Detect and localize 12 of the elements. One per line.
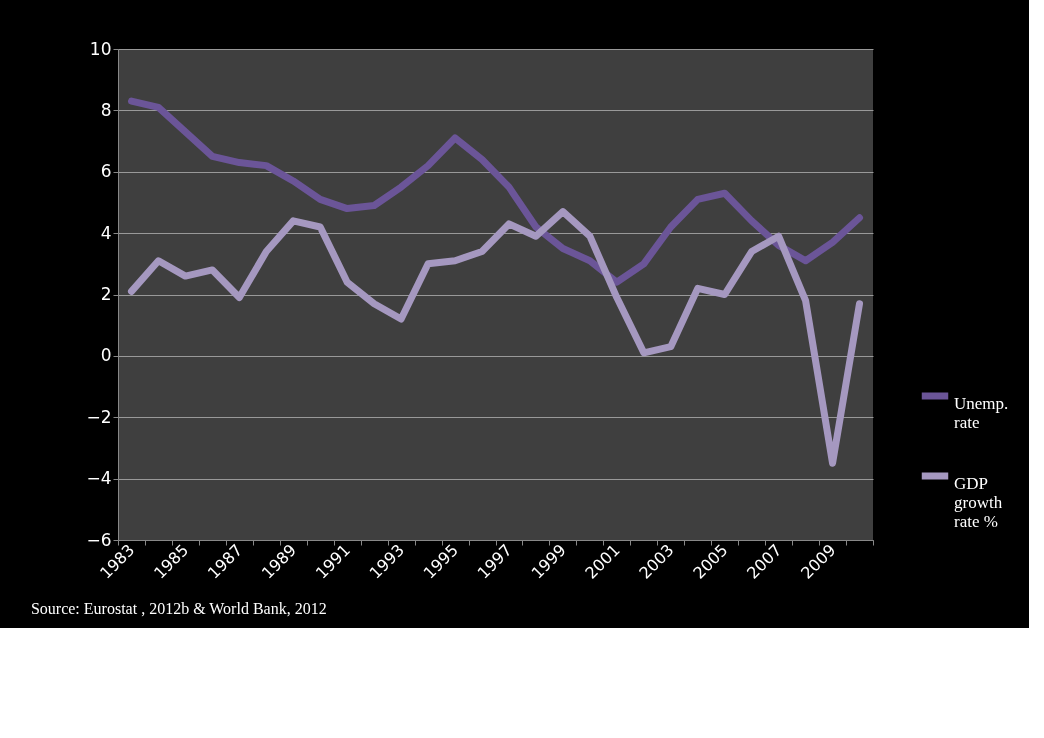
y-tick-label: 2 (100, 284, 112, 304)
y-tick-label: 4 (100, 222, 112, 243)
y-tick-label: 8 (100, 99, 112, 120)
y-tick-label: 6 (100, 161, 112, 182)
source-note: Source: Eurostat , 2012b & World Bank, 2012 (30, 600, 327, 618)
y-tick-label: −4 (86, 468, 112, 489)
y-tick-label: 0 (100, 345, 112, 366)
y-tick-label: 10 (89, 38, 112, 59)
y-tick-label: −2 (86, 406, 112, 427)
y-tick-label: −6 (86, 529, 112, 550)
legend-label: GDP growth rate % (954, 474, 1003, 531)
legend-label: Unemp. rate (954, 394, 1009, 432)
